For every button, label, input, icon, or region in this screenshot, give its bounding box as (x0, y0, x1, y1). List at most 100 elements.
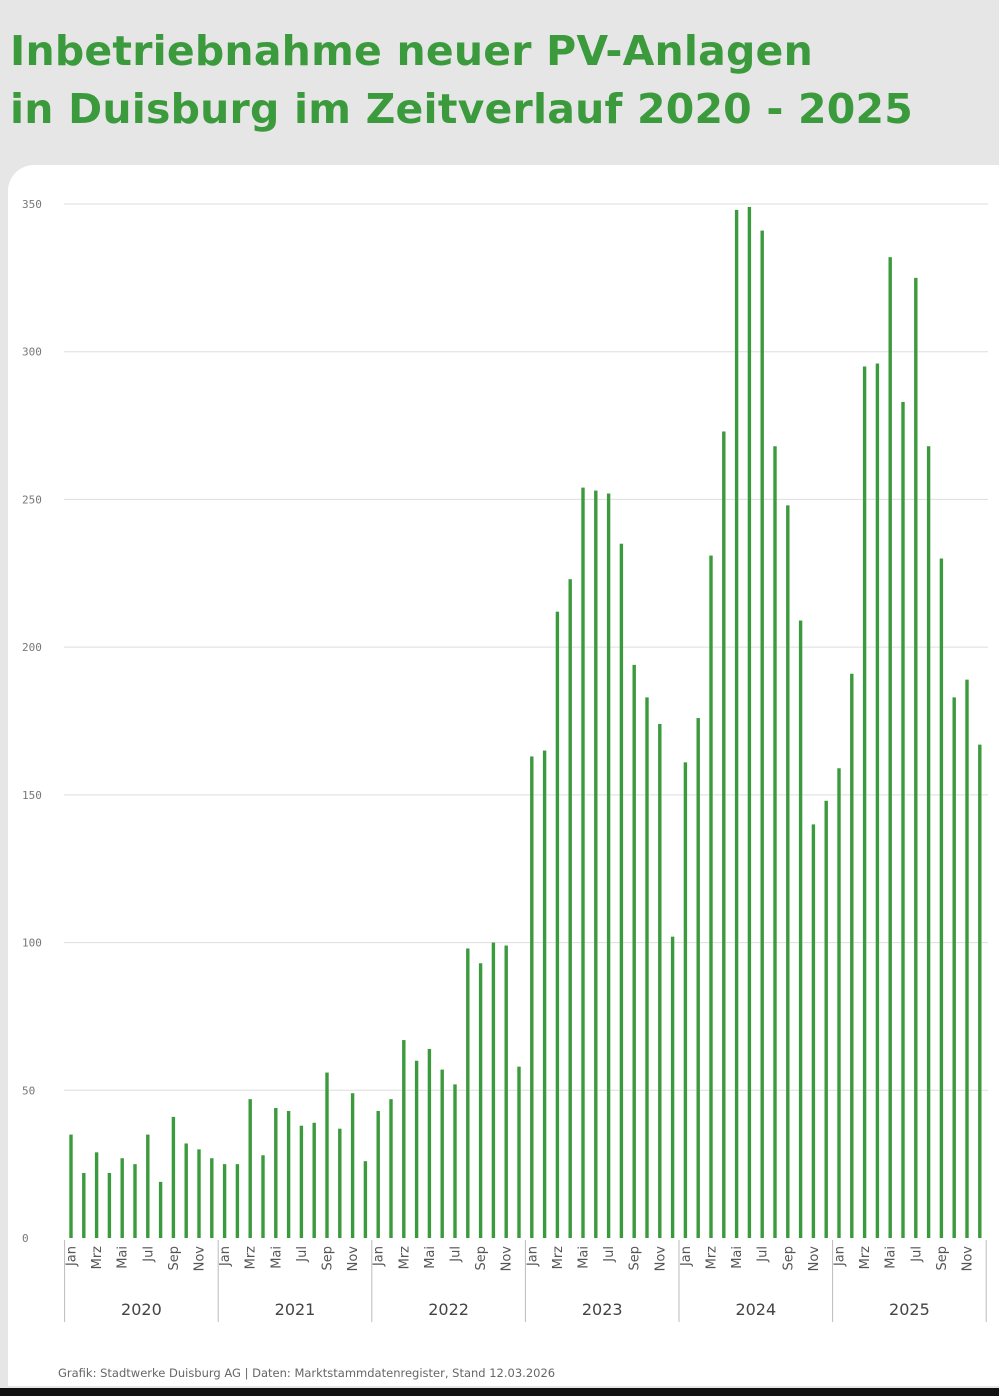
bar: Jul 2025: 325 (914, 277, 918, 1238)
bar: Sep 2025: 230 (939, 558, 944, 1238)
bar: Nov 2020: 30 (197, 1149, 201, 1238)
bar: Apr 2023: 223 (568, 579, 572, 1238)
x-tick-label: Jan (525, 1246, 540, 1267)
bar: Jan 2021: 25 (222, 1164, 227, 1238)
bar: Sep 2022: 93 (478, 963, 483, 1238)
bar: Sep 2024: 248 (786, 505, 790, 1239)
bar: Jun 2022: 57 (440, 1069, 444, 1238)
year-label: 2023 (582, 1300, 623, 1319)
bar: Nov 2022: 99 (504, 945, 508, 1238)
x-tick-label: Jan (833, 1246, 848, 1267)
x-tick-label: Mai (577, 1246, 592, 1269)
y-tick-label: 100 (22, 937, 42, 950)
y-axis-ticks: 0 50 100 150 200 250 300 350 (22, 198, 42, 1245)
bar: Aug 2025: 268 (926, 446, 931, 1238)
bar: Nov 2021: 49 (350, 1093, 355, 1238)
bar: Jun 2023: 253 (594, 490, 598, 1238)
x-tick-label: Jan (679, 1246, 694, 1267)
bar: Aug 2021: 39 (312, 1122, 316, 1238)
x-tick-label: Jul (141, 1246, 156, 1263)
bar: Mrz 2021: 47 (248, 1099, 252, 1238)
bar: Jun 2021: 43 (286, 1110, 291, 1238)
bar: Apr 2024: 273 (722, 431, 726, 1239)
bar: Nov 2023: 174 (658, 723, 662, 1238)
x-tick-label: Jan (218, 1246, 233, 1267)
year-label: 2021 (275, 1300, 316, 1319)
bar: Apr 2022: 60 (414, 1060, 419, 1238)
bar: Aug 2023: 235 (619, 543, 624, 1238)
bar: Mrz 2023: 212 (555, 611, 560, 1238)
bar: Jan 2024: 161 (683, 762, 688, 1238)
x-tick-label: Nov (500, 1246, 515, 1272)
bar: Jun 2025: 283 (901, 401, 905, 1238)
y-tick-label: 350 (22, 198, 42, 211)
y-tick-label: 300 (22, 346, 42, 359)
y-tick-label: 150 (22, 789, 42, 802)
bar: Okt 2025: 183 (952, 697, 956, 1238)
bar: Jul 2021: 38 (299, 1125, 304, 1238)
bar: Mai 2023: 254 (581, 487, 585, 1238)
bar: Apr 2020: 22 (107, 1173, 112, 1238)
x-axis-year-labels: 2020 2021 2022 2023 2024 2025 (64, 1240, 987, 1322)
x-tick-label: Mai (116, 1246, 131, 1269)
x-tick-label: Sep (167, 1246, 182, 1271)
bar: Aug 2020: 19 (158, 1181, 163, 1238)
x-tick-label: Sep (935, 1246, 950, 1271)
x-tick-label: Mrz (705, 1246, 720, 1270)
x-tick-label: Jul (449, 1246, 464, 1263)
year-label: 2020 (121, 1300, 162, 1319)
x-tick-label: Mrz (551, 1246, 566, 1270)
bar: Feb 2022: 47 (389, 1099, 393, 1238)
y-tick-label: 50 (22, 1084, 35, 1097)
y-tick-label: 200 (22, 641, 42, 654)
bar: Mrz 2020: 29 (94, 1152, 99, 1238)
year-label: 2022 (428, 1300, 469, 1319)
x-tick-label: Nov (193, 1246, 208, 1272)
bar: Jan 2025: 159 (837, 768, 841, 1238)
x-tick-label: Sep (474, 1246, 489, 1271)
x-tick-label: Mrz (858, 1246, 873, 1270)
x-tick-label: Jan (372, 1246, 387, 1267)
bar: Sep 2021: 56 (325, 1072, 329, 1238)
bar: Okt 2021: 37 (338, 1128, 342, 1238)
bar: Jul 2020: 35 (146, 1134, 150, 1238)
x-tick-label: Mrz (90, 1246, 105, 1270)
y-tick-label: 250 (22, 493, 42, 506)
bar: Sep 2020: 41 (171, 1116, 176, 1238)
bar: Okt 2024: 209 (798, 620, 803, 1238)
x-tick-label: Jul (756, 1246, 771, 1263)
bar: Mai 2024: 348 (734, 209, 739, 1238)
bars: Jan 2020: 35 Feb 2020: 22 Mrz 2020: 29 Apr … (69, 206, 982, 1239)
x-tick-label: Nov (653, 1246, 668, 1272)
bar: Feb 2021: 25 (235, 1164, 240, 1238)
x-tick-label: Mai (884, 1246, 899, 1269)
bar: Nov 2024: 140 (811, 824, 816, 1238)
x-tick-label: Mai (423, 1246, 438, 1269)
bar: Aug 2022: 98 (466, 948, 470, 1238)
bar: Jul 2022: 52 (453, 1084, 457, 1238)
bar: Okt 2022: 100 (491, 942, 496, 1238)
bar: Mai 2022: 64 (427, 1048, 432, 1238)
bar: Okt 2020: 32 (184, 1143, 188, 1238)
bar: Feb 2025: 191 (850, 673, 854, 1238)
x-tick-label: Nov (346, 1246, 361, 1272)
bar: Dez 2020: 27 (210, 1158, 214, 1238)
x-tick-label: Sep (781, 1246, 796, 1271)
bottom-bar (0, 1388, 999, 1396)
bar: Jul 2024: 341 (760, 230, 764, 1239)
x-tick-label: Mai (269, 1246, 284, 1269)
bar: Okt 2023: 183 (645, 697, 649, 1238)
bar: Nov 2025: 189 (965, 679, 969, 1238)
bar: Dez 2023: 102 (670, 936, 675, 1238)
y-tick-label: 0 (22, 1232, 29, 1245)
bar: Jun 2020: 25 (133, 1164, 137, 1238)
x-tick-label: Nov (807, 1246, 822, 1272)
bar: Dez 2022: 58 (517, 1066, 521, 1238)
gridlines (64, 203, 988, 1091)
bar: Jun 2024: 349 (747, 206, 752, 1239)
bar: Feb 2020: 22 (82, 1173, 86, 1238)
bar: Aug 2024: 268 (773, 446, 777, 1238)
bar: Jul 2023: 252 (606, 493, 611, 1238)
bar: Jan 2022: 43 (376, 1110, 380, 1238)
chart-title-line-1: Inbetriebnahme neuer PV-Anlagen (10, 27, 813, 75)
